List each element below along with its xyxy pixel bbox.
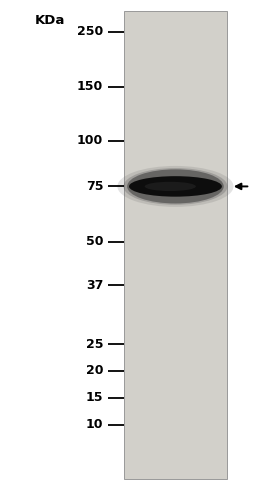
Text: 50: 50 — [86, 235, 103, 248]
Bar — [124, 11, 227, 479]
Ellipse shape — [117, 166, 233, 207]
Text: KDa: KDa — [35, 14, 65, 27]
Text: 75: 75 — [86, 180, 103, 193]
Text: 10: 10 — [86, 418, 103, 431]
Text: 100: 100 — [77, 134, 103, 147]
Text: 25: 25 — [86, 338, 103, 350]
Ellipse shape — [145, 182, 196, 191]
Text: 37: 37 — [86, 279, 103, 292]
Text: 150: 150 — [77, 81, 103, 93]
Ellipse shape — [127, 169, 224, 203]
Text: 15: 15 — [86, 391, 103, 404]
Text: 250: 250 — [77, 25, 103, 38]
Ellipse shape — [123, 168, 228, 205]
Ellipse shape — [129, 176, 222, 197]
Text: 20: 20 — [86, 365, 103, 377]
